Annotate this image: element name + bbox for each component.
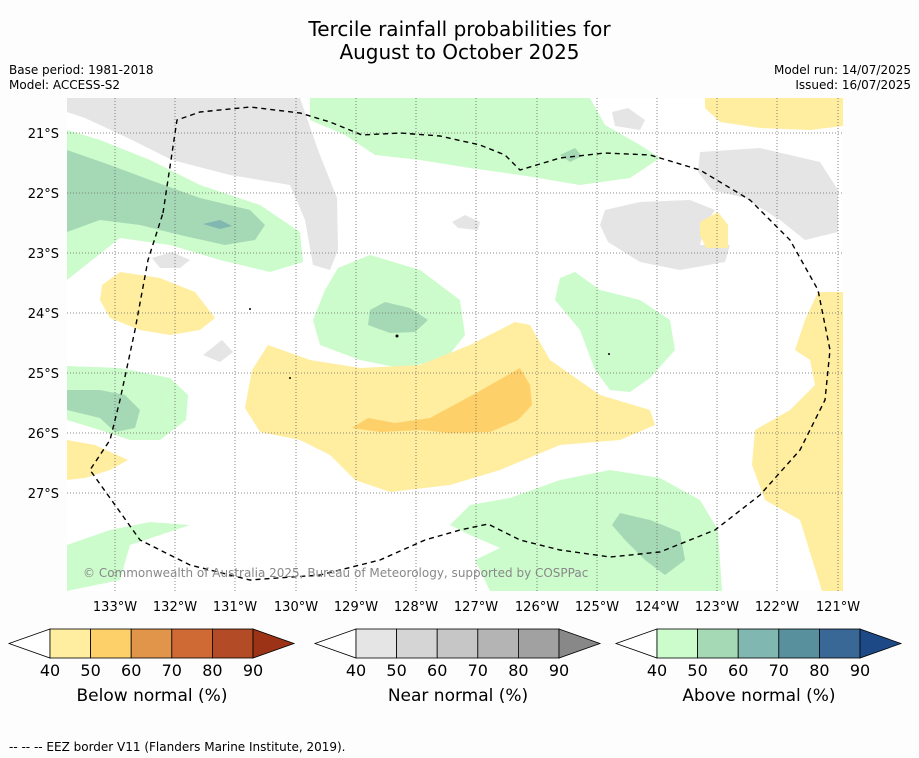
lat-label: 22°S: [28, 187, 59, 202]
colorbar-tick-label: 40: [346, 661, 366, 680]
title-line-1: Tercile rainfall probabilities for: [308, 17, 611, 41]
colorbar-tick-label: 80: [508, 661, 528, 680]
below-normal-50-60: [352, 368, 532, 433]
lat-label: 27°S: [28, 487, 59, 502]
lon-label: 124°W: [635, 600, 679, 615]
lon-label: 130°W: [274, 600, 318, 615]
colorbar-tick-label: 80: [202, 661, 222, 680]
colorbar-segment: [477, 628, 519, 659]
lon-label: 129°W: [334, 600, 378, 615]
lat-label: 26°S: [28, 427, 59, 442]
colorbar-tick-label: 40: [647, 661, 667, 680]
colorbar-segment: [396, 628, 438, 659]
map-layers: [67, 98, 843, 591]
colorbar-segment: [355, 628, 397, 659]
colorbar-tick-label: 60: [728, 661, 748, 680]
colorbar-tick-label: 70: [162, 661, 182, 680]
eez-border: [89, 106, 831, 581]
colorbar-under-triangle: [614, 628, 658, 659]
issued-date: Issued: 16/07/2025: [795, 78, 911, 92]
colorbar-segment: [130, 628, 173, 659]
colorbar: 40 50 60 70 80 90: [313, 628, 602, 680]
colorbar: 40 50 60 70 80 90: [614, 628, 903, 680]
colorbar-tick-label: 90: [549, 661, 569, 680]
gridlines: [67, 98, 843, 591]
colorbar-segment: [49, 628, 91, 659]
lat-label: 24°S: [28, 307, 59, 322]
colorbar: 40 50 60 70 80 90: [7, 628, 296, 680]
colorbar-segment: [90, 628, 132, 659]
colorbar-tick-label: 70: [769, 661, 789, 680]
islands: [249, 308, 610, 379]
lon-label: 126°W: [515, 600, 559, 615]
lon-label: 123°W: [695, 600, 739, 615]
above-normal-60-70: [203, 220, 232, 229]
colorbar-segment: [737, 628, 780, 659]
lon-label: 128°W: [394, 600, 438, 615]
lat-label: 21°S: [28, 127, 59, 142]
colorbar-segment: [819, 628, 861, 659]
colorbar-tick-label: 50: [80, 661, 100, 680]
colorbar-over-triangle: [859, 628, 903, 659]
colorbar-segment: [656, 628, 698, 659]
colorbars: 40 50 60 70 80 90 40 50 60 70 80 90 40 50 60 70 80 90: [7, 628, 903, 680]
lon-label: 125°W: [575, 600, 619, 615]
meta-left: Base period: 1981-2018 Model: ACCESS-S2: [9, 63, 154, 93]
base-period: Base period: 1981-2018: [9, 63, 154, 77]
lon-label: 131°W: [213, 600, 257, 615]
lat-axis: 21°S 22°S 23°S 24°S 25°S 26°S 27°S: [28, 127, 59, 502]
model-name: Model: ACCESS-S2: [9, 78, 121, 92]
title-line-2: August to October 2025: [339, 40, 580, 64]
colorbar-segment: [211, 628, 254, 659]
near-normal-areas: [67, 98, 838, 362]
colorbar-label-near: Near normal (%): [387, 686, 529, 706]
lon-label: 132°W: [153, 600, 197, 615]
colorbar-label-above: Above normal (%): [682, 686, 836, 706]
lon-label: 133°W: [93, 600, 137, 615]
lat-label: 25°S: [28, 367, 59, 382]
colorbar-segment: [171, 628, 213, 659]
lon-label: 127°W: [454, 600, 498, 615]
colorbar-over-triangle: [558, 628, 602, 659]
colorbar-tick-label: 50: [386, 661, 406, 680]
lon-axis: 133°W 132°W 131°W 130°W 129°W 128°W 127°W 126°W…: [93, 600, 860, 615]
map-title: Tercile rainfall probabilities for Augus…: [0, 18, 919, 64]
colorbar-tick-label: 60: [121, 661, 141, 680]
colorbar-tick-label: 90: [850, 661, 870, 680]
colorbar-tick-label: 60: [427, 661, 447, 680]
meta-right: Model run: 14/07/2025 Issued: 16/07/2025: [774, 63, 911, 93]
model-run: Model run: 14/07/2025: [773, 63, 911, 77]
colorbar-tick-label: 70: [468, 661, 488, 680]
colorbar-segment: [697, 628, 739, 659]
colorbar-tick-label: 50: [687, 661, 707, 680]
colorbar-segment: [436, 628, 479, 659]
colorbar-tick-label: 90: [243, 661, 263, 680]
lon-label: 122°W: [755, 600, 799, 615]
colorbar-under-triangle: [313, 628, 357, 659]
colorbar-tick-label: 80: [809, 661, 829, 680]
lat-label: 23°S: [28, 247, 59, 262]
copyright-text: © Commonwealth of Australia 2025, Bureau…: [83, 566, 588, 580]
eez-footnote: -- -- -- EEZ border V11 (Flanders Marine…: [9, 740, 346, 754]
colorbar-under-triangle: [7, 628, 51, 659]
lon-label: 121°W: [816, 600, 860, 615]
colorbar-segment: [518, 628, 560, 659]
colorbar-tick-label: 40: [40, 661, 60, 680]
colorbar-label-below: Below normal (%): [76, 686, 228, 706]
colorbar-over-triangle: [252, 628, 296, 659]
colorbar-segment: [778, 628, 820, 659]
